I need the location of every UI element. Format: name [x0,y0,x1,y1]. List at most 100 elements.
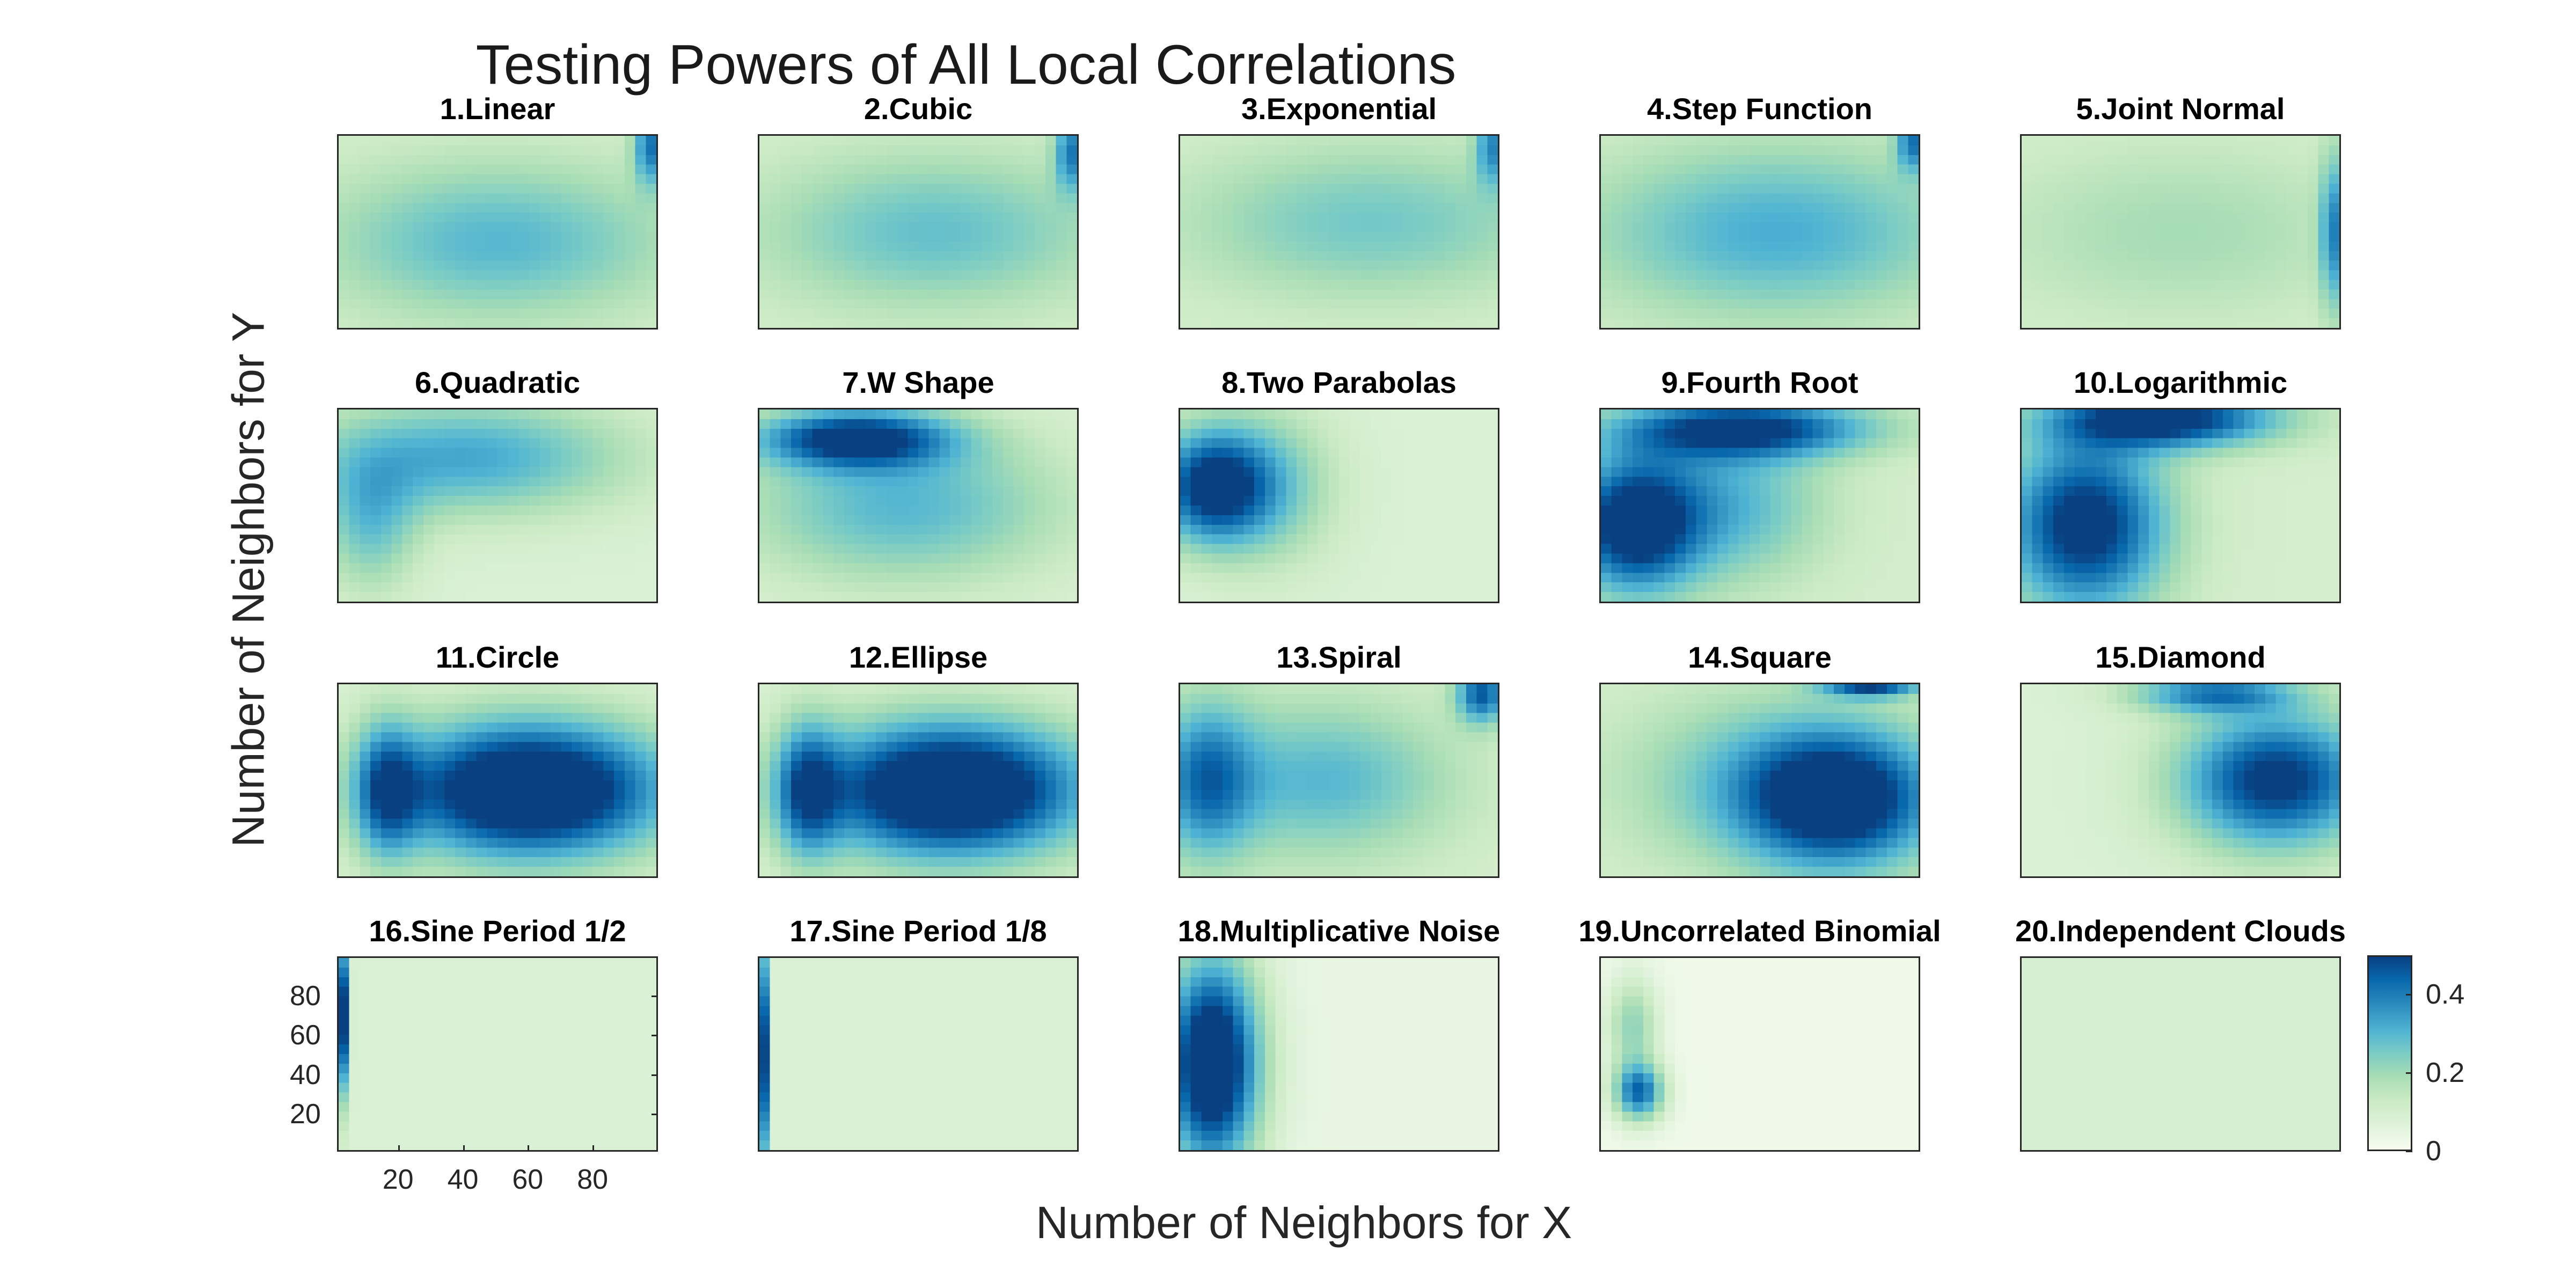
heatmap-cell [1381,222,1393,232]
heatmap-cell [992,232,1004,242]
heatmap-cell [791,251,802,261]
heatmap-cell [2307,309,2319,319]
heatmap-cell [1434,409,1446,420]
heatmap-cell [2201,280,2213,290]
heatmap-cell [1307,309,1319,319]
heatmap-cell [1318,145,1329,156]
heatmap-cell [508,457,519,468]
heatmap-cell [1254,280,1265,290]
heatmap-cell [2127,184,2139,194]
heatmap-cell [508,309,519,319]
heatmap-cell [380,409,392,420]
heatmap-cell [2148,193,2160,204]
heatmap-cell [2106,299,2118,310]
heatmap-cell [2222,203,2234,214]
heatmap-cell [928,184,940,194]
heatmap-cell [1035,222,1046,232]
heatmap-cell [603,496,615,506]
heatmap-cell [2148,174,2160,185]
heatmap-cell [1760,318,1771,328]
heatmap-cell [518,289,530,300]
heatmap-cell [2265,289,2277,300]
heatmap-cell [971,563,983,574]
heatmap-cell [370,299,382,310]
heatmap-cell [1402,477,1414,487]
heatmap-cell [487,232,498,242]
heatmap-cell [812,270,824,281]
heatmap-cell [844,534,855,545]
heatmap-cell [1275,515,1287,525]
heatmap-cell [2170,289,2181,300]
heatmap-cell [1413,553,1424,564]
heatmap-cell [2117,318,2128,328]
heatmap-cell [1855,409,1867,420]
heatmap-cell [539,232,551,242]
heatmap-cell [561,155,573,165]
heatmap-cell [1685,155,1697,165]
heatmap-cell [1307,582,1319,592]
heatmap-cell [2191,164,2202,175]
heatmap-cell [865,270,877,281]
heatmap-cell [1339,592,1350,602]
heatmap-cell [624,318,636,328]
heatmap-cell [1254,193,1265,204]
heatmap-cell [476,515,488,525]
heatmap-cell [1013,524,1025,535]
heatmap-cell [1264,155,1276,165]
heatmap-cell [791,241,802,252]
heatmap-cell [561,174,573,185]
heatmap-cell [1455,289,1467,300]
heatmap-cell [635,241,647,252]
heatmap-cell [582,428,594,439]
heatmap-cell [1738,222,1750,232]
heatmap-cell [380,563,392,574]
heatmap-cell [1201,155,1213,165]
heatmap-panel [1599,134,1920,330]
heatmap-cell [2074,174,2086,185]
heatmap-cell [582,203,594,214]
heatmap-cell [2148,251,2160,261]
heatmap-cell [1487,299,1498,310]
heatmap-cell [349,184,361,194]
heatmap-cell [508,174,519,185]
heatmap-cell [2212,193,2223,204]
heatmap-cell [2297,289,2308,300]
heatmap-cell [1371,486,1382,496]
heatmap-cell [982,506,993,516]
heatmap-cell [928,592,940,602]
heatmap-cell [1675,270,1686,281]
heatmap-cell [391,573,403,583]
heatmap-cell [1307,486,1319,496]
heatmap-cell [1402,222,1414,232]
heatmap-cell [2096,145,2107,156]
heatmap-cell [1876,241,1887,252]
heatmap-cell [1455,419,1467,429]
heatmap-cell [1371,534,1382,545]
heatmap-cell [1423,486,1435,496]
heatmap-cell [1066,409,1077,420]
heatmap-cell [1056,318,1067,328]
heatmap-cell [572,477,583,487]
heatmap-cell [982,486,993,496]
heatmap-cell [897,553,909,564]
heatmap-cell [550,448,562,458]
heatmap-cell [465,213,477,223]
heatmap-cell [2138,270,2149,281]
heatmap-cell [2063,184,2075,194]
heatmap-cell [1897,280,1909,290]
heatmap-cell [614,486,625,496]
heatmap-cell [1781,251,1792,261]
heatmap-cell [992,534,1004,545]
heatmap-cell [1360,582,1372,592]
heatmap-cell [1855,241,1867,252]
heatmap-cell [1318,573,1329,583]
heatmap-cell [1908,289,1919,300]
heatmap-cell [770,193,781,204]
heatmap-cell [950,174,961,185]
heatmap-cell [1349,145,1361,156]
heatmap-cell [1445,515,1457,525]
heatmap-cell [823,241,835,252]
heatmap-cell [603,524,615,535]
heatmap-cell [646,524,656,535]
heatmap-cell [370,448,382,458]
